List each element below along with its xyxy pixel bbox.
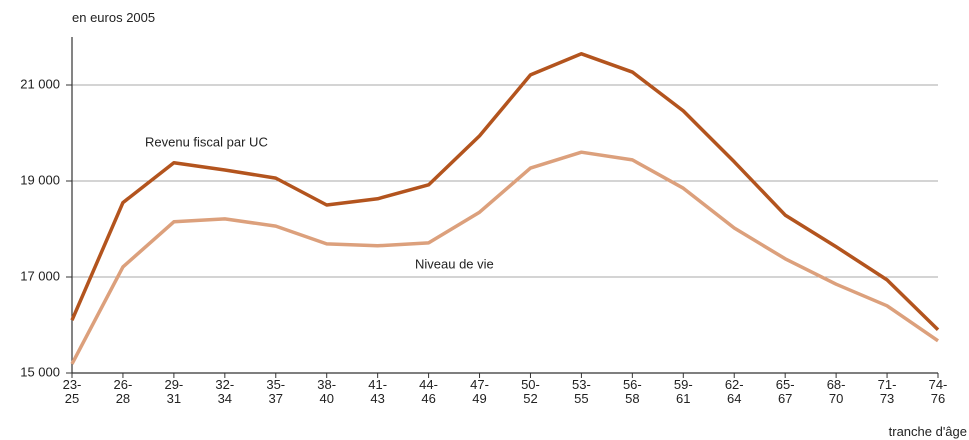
- x-tick-label: 59- 61: [673, 377, 693, 406]
- x-tick-label: 35- 37: [266, 377, 286, 406]
- y-axis-label: en euros 2005: [72, 10, 156, 25]
- x-tick-label: 26- 28: [113, 377, 133, 406]
- x-tick-label: 44- 46: [419, 377, 438, 406]
- x-tick-label: 53- 55: [572, 377, 591, 406]
- x-tick-label: 65- 67: [775, 377, 795, 406]
- series-label: Revenu fiscal par UC: [145, 134, 268, 149]
- y-tick-label: 21 000: [20, 76, 60, 91]
- x-tick-label: 74- 76: [928, 377, 948, 406]
- y-tick-label: 19 000: [20, 172, 60, 187]
- x-tick-label: 71- 73: [877, 377, 897, 406]
- series-label: Niveau de vie: [415, 256, 494, 271]
- x-tick-label: 68- 70: [826, 377, 846, 406]
- x-tick-label: 62- 64: [724, 377, 744, 406]
- x-axis-label: tranche d'âge: [888, 424, 967, 439]
- series-line: [70, 52, 940, 332]
- x-tick-label: 38- 40: [317, 377, 337, 406]
- x-tick-label: 56- 58: [622, 377, 642, 406]
- x-tick-label: 29- 31: [164, 377, 184, 406]
- y-tick-label: 15 000: [20, 364, 60, 379]
- x-tick-label: 23- 25: [62, 377, 82, 406]
- series-line: [70, 150, 939, 365]
- y-tick-label: 17 000: [20, 268, 60, 283]
- x-tick-label: 41- 43: [368, 377, 388, 406]
- x-tick-label: 32- 34: [215, 377, 235, 406]
- x-tick-label: 50- 52: [521, 377, 540, 406]
- x-tick-label: 47- 49: [470, 377, 489, 406]
